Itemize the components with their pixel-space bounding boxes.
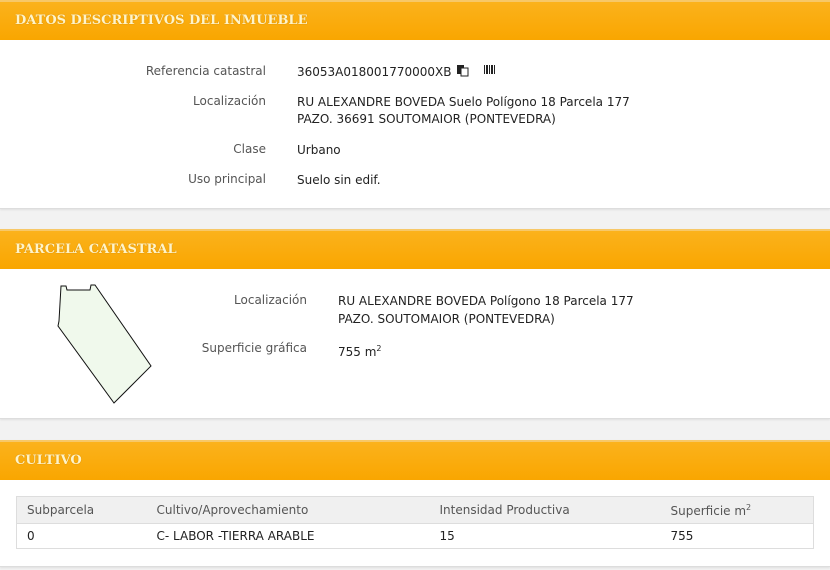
loc-line2: PAZO. 36691 SOUTOMAIOR (PONTEVEDRA) [297, 112, 556, 126]
sup-exp: 2 [376, 344, 382, 353]
section-title: DATOS DESCRIPTIVOS DEL INMUEBLE [0, 0, 830, 40]
col-intensidad: Intensidad Productiva [429, 496, 661, 524]
table-row: 0 C- LABOR -TIERRA ARABLE 15 755 [17, 524, 814, 549]
loc-label: Localización [234, 293, 307, 307]
loc-label: Localización [193, 94, 266, 108]
col-superficie-exp: 2 [746, 502, 752, 512]
cell-superficie: 755 [670, 529, 694, 543]
cultivo-panel: CULTIVO Subparcela Cultivo/Aprovechamien… [0, 440, 830, 567]
col-superficie: Superficie m2 [660, 496, 814, 524]
datos-descriptivos-panel: DATOS DESCRIPTIVOS DEL INMUEBLE Referenc… [0, 0, 830, 209]
uso-value: Suelo sin edif. [297, 173, 381, 187]
section-title: PARCELA CATASTRAL [0, 229, 830, 269]
sup-value: 755 m2 [338, 340, 382, 361]
section-title: CULTIVO [0, 440, 830, 480]
ref-text: 36053A018001770000XB [297, 65, 452, 79]
cell-subparcela: 0 [27, 529, 35, 543]
cell-intensidad: 15 [439, 529, 455, 543]
barcode-icon[interactable] [483, 64, 496, 82]
sup-label: Superficie gráfica [201, 341, 307, 355]
clase-value: Urbano [297, 143, 341, 157]
loc-line1: RU ALEXANDRE BOVEDA Polígono 18 Parcela … [338, 294, 634, 308]
clase-label: Clase [233, 142, 266, 156]
ref-value: 36053A018001770000XB [297, 63, 496, 82]
parcel-shape [57, 284, 152, 404]
parcela-panel: PARCELA CATASTRAL Localización RU ALEXAN… [0, 229, 830, 419]
loc-line1: RU ALEXANDRE BOVEDA Suelo Polígono 18 Pa… [297, 95, 630, 109]
ref-label: Referencia catastral [145, 64, 266, 78]
col-subparcela: Subparcela [16, 496, 147, 524]
cultivo-table: Subparcela Cultivo/Aprovechamiento Inten… [16, 496, 814, 549]
table-header: Subparcela Cultivo/Aprovechamiento Inten… [16, 496, 814, 524]
sup-text: 755 m [338, 345, 377, 359]
col-superficie-text: Superficie m [670, 503, 747, 518]
cell-cultivo: C- LABOR -TIERRA ARABLE [156, 529, 315, 543]
uso-label: Uso principal [188, 172, 266, 186]
loc-line2: PAZO. SOUTOMAIOR (PONTEVEDRA) [338, 312, 555, 326]
col-cultivo: Cultivo/Aprovechamiento [146, 496, 430, 524]
copy-icon[interactable] [456, 64, 469, 82]
